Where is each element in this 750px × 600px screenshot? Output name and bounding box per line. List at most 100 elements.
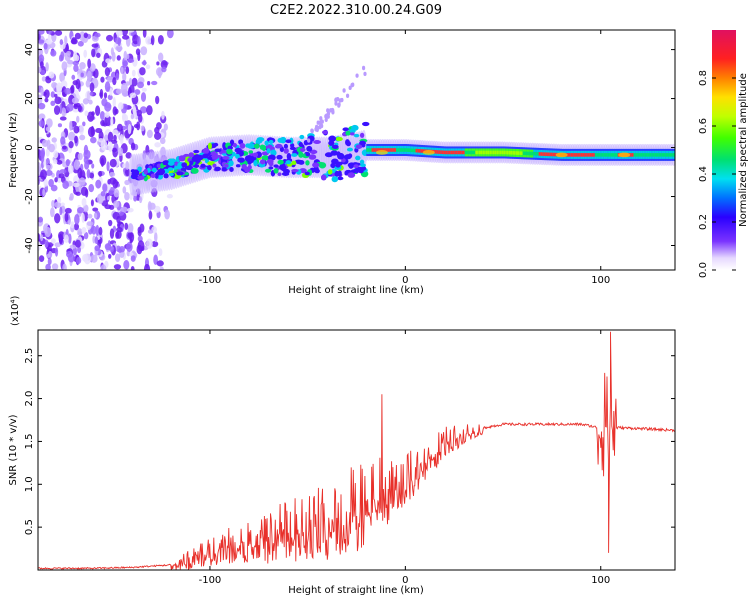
chirp-point [291, 168, 299, 173]
noise-speckle [87, 126, 96, 138]
band-core [586, 153, 589, 157]
band-core [461, 150, 464, 155]
band-core [580, 153, 584, 157]
noise-speckle [116, 227, 123, 233]
chirp-point [193, 154, 201, 161]
spectrogram-ytick-label: -40 [24, 237, 35, 253]
chirp-point [313, 140, 321, 145]
chirp-point [167, 161, 175, 166]
noise-speckle [136, 121, 141, 131]
noise-speckle [43, 89, 50, 99]
band-core [614, 153, 617, 157]
upper-streak [310, 128, 314, 134]
chirp-point [235, 153, 240, 159]
noise-speckle [54, 213, 61, 224]
noise-speckle [51, 199, 55, 208]
noise-speckle [105, 58, 111, 64]
band-core [473, 150, 476, 155]
chirp-point [337, 152, 345, 160]
chirp-point [214, 148, 222, 153]
noise-speckle [107, 94, 113, 101]
noise-speckle [51, 238, 56, 244]
noise-speckle [135, 48, 141, 56]
noise-speckle [38, 39, 45, 44]
band-core [591, 153, 594, 157]
noise-speckle [120, 82, 128, 94]
noise-speckle [140, 92, 147, 102]
noise-speckle [56, 159, 63, 165]
band-core [601, 153, 605, 157]
chirp-point [343, 154, 352, 160]
upper-streak [316, 120, 320, 125]
band-core [401, 148, 404, 152]
noise-speckle [127, 207, 134, 213]
band-core [450, 150, 453, 155]
noise-speckle [54, 30, 63, 36]
chirp-point [335, 163, 341, 168]
noise-speckle [41, 139, 49, 147]
noise-speckle [86, 168, 91, 179]
noise-speckle [96, 52, 101, 58]
band-core [536, 152, 540, 156]
noise-speckle [54, 247, 59, 257]
noise-speckle [115, 72, 120, 81]
chirp-point [247, 160, 252, 165]
noise-speckle [50, 184, 58, 192]
noise-speckle [115, 30, 123, 36]
band-core [577, 153, 580, 157]
band-core [663, 153, 666, 157]
chirp-point [285, 139, 292, 144]
noise-speckle [145, 238, 153, 249]
noise-speckle [159, 266, 164, 270]
noise-speckle [75, 191, 81, 196]
noise-speckle [38, 102, 46, 110]
band-core [510, 150, 513, 155]
chirp-point [273, 168, 279, 174]
chirp-point [351, 124, 359, 131]
band-core [389, 148, 392, 152]
band-core [371, 148, 374, 152]
noise-speckle [140, 125, 145, 132]
noise-speckle [40, 234, 44, 242]
noise-speckle [95, 179, 102, 189]
noise-speckle [137, 114, 143, 123]
chirp-point [252, 152, 259, 158]
noise-speckle [150, 35, 155, 46]
noise-speckle [68, 120, 73, 131]
chirp-point [299, 134, 305, 140]
noise-speckle [62, 180, 70, 189]
band-core [517, 151, 520, 155]
chirp-point [346, 147, 353, 152]
noise-speckle [148, 210, 153, 220]
noise-speckle [58, 173, 65, 179]
chirp-point [200, 163, 206, 168]
noise-speckle [137, 36, 141, 47]
chirp-point [283, 143, 289, 149]
noise-speckle [127, 58, 135, 63]
band-core [535, 151, 538, 156]
band-core [385, 148, 388, 152]
noise-speckle [54, 177, 58, 183]
band-core [369, 148, 372, 152]
noise-speckle [89, 91, 94, 97]
band-core [503, 150, 506, 155]
band-core [665, 153, 668, 157]
noise-speckle [100, 157, 105, 168]
band-core [540, 152, 543, 156]
band-core [443, 150, 446, 155]
noise-speckle [112, 97, 116, 108]
noise-speckle [146, 105, 153, 116]
band-core [524, 151, 527, 156]
noise-speckle [163, 123, 168, 131]
band-core [638, 153, 642, 157]
noise-speckle [97, 138, 105, 143]
chirp-point [235, 164, 241, 168]
noise-speckle [98, 170, 103, 177]
noise-speckle [56, 177, 62, 183]
colorbar-ticks: 0.0 0.2 0.4 0.6 0.8 [698, 70, 736, 278]
noise-speckle [147, 80, 151, 86]
band-core [368, 148, 371, 152]
noise-speckle [113, 264, 122, 270]
chirp-point [291, 160, 297, 166]
noise-speckle [151, 240, 159, 248]
